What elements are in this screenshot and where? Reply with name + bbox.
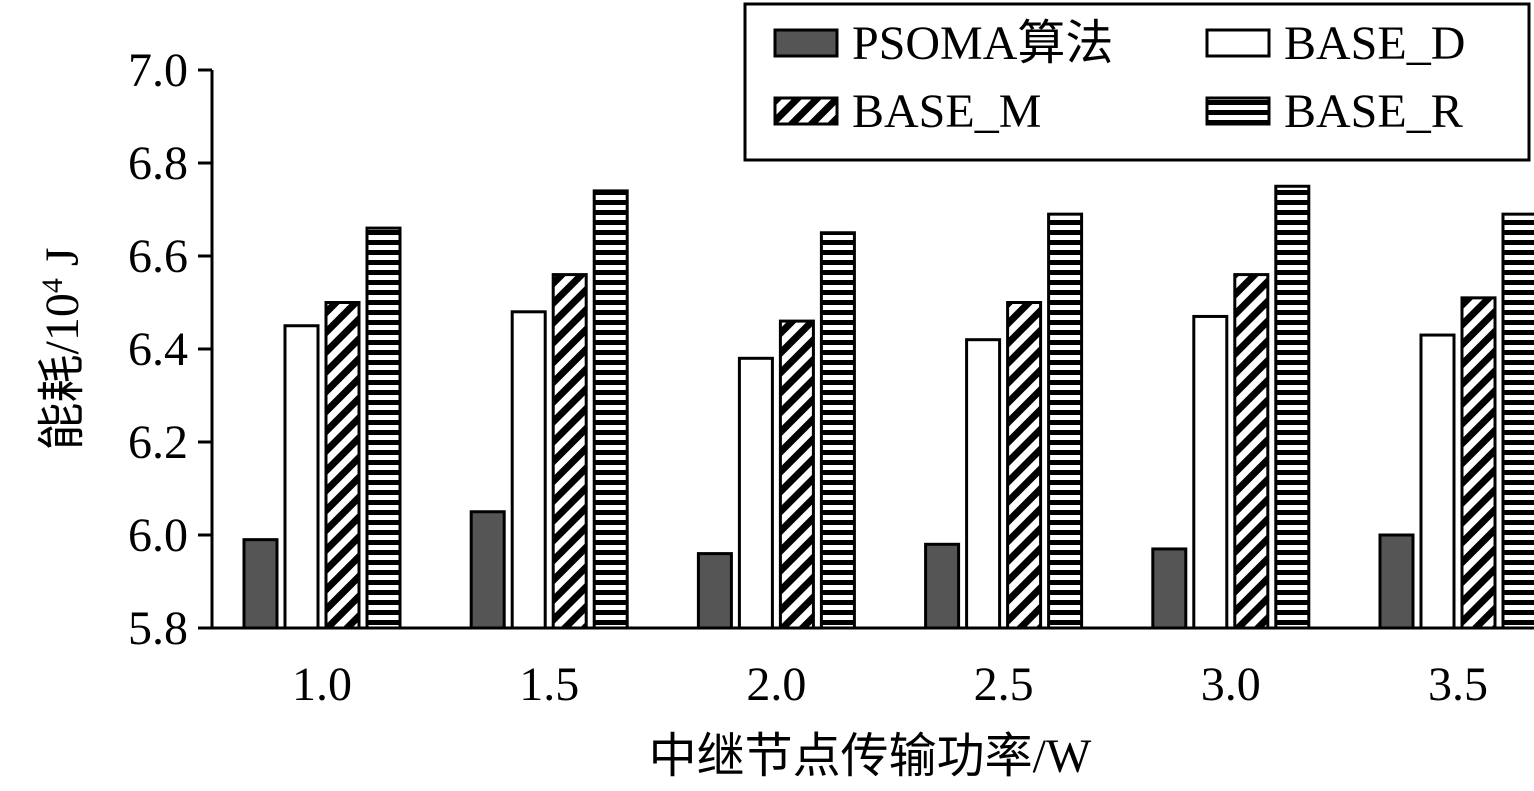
legend-swatch-2	[1205, 28, 1271, 58]
bar-3-2	[551, 273, 588, 630]
bar-3-1	[324, 301, 361, 630]
y-tick-label: 6.6	[128, 230, 188, 283]
bar-4-3	[819, 231, 856, 630]
x-tick-label: 2.5	[974, 658, 1034, 711]
x-tick-label: 1.5	[519, 658, 579, 711]
y-tick-label: 6.8	[128, 137, 188, 190]
x-tick-label: 2.0	[746, 658, 806, 711]
bar-1-1	[242, 538, 279, 630]
bar-series	[242, 184, 1534, 630]
bar-3-4	[1006, 301, 1043, 630]
y-axis-title-superscript: 4	[36, 278, 69, 293]
bar-3-5	[1233, 273, 1270, 630]
legend-label-3: BASE_M	[852, 85, 1041, 138]
y-tick-label: 7.0	[128, 44, 188, 97]
y-tick-label: 6.4	[128, 323, 188, 376]
legend-label-1: PSOMA算法	[852, 17, 1113, 70]
bar-4-5	[1274, 184, 1311, 630]
y-axis-title-unit: J	[36, 247, 89, 278]
bar-1-3	[696, 552, 733, 630]
x-tick-label: 3.5	[1428, 658, 1488, 711]
y-axis-title-main: 能耗/10	[36, 293, 89, 450]
bar-3-3	[778, 319, 815, 630]
y-tick-label: 6.2	[128, 416, 188, 469]
bar-1-4	[924, 542, 961, 630]
bar-4-1	[365, 226, 402, 630]
legend: PSOMA算法 BASE_D BASE_M BASE_R	[743, 2, 1531, 162]
bar-1-5	[1151, 547, 1188, 630]
legend-swatch-3	[773, 96, 839, 126]
bar-4-4	[1047, 212, 1084, 630]
legend-label-2: BASE_D	[1284, 17, 1465, 70]
bar-4-6	[1501, 212, 1534, 630]
bar-2-6	[1419, 333, 1456, 630]
bar-2-4	[965, 338, 1002, 630]
bar-1-2	[469, 510, 506, 630]
legend-swatch-1	[773, 28, 839, 58]
bar-2-3	[737, 356, 774, 630]
bar-2-1	[283, 324, 320, 630]
bar-2-2	[510, 310, 547, 630]
legend-box	[743, 2, 1531, 162]
bar-1-6	[1378, 533, 1415, 630]
x-axis-title: 中继节点传输功率/W	[649, 730, 1092, 783]
y-tick-label: 5.8	[128, 602, 188, 655]
bar-3-6	[1460, 296, 1497, 630]
x-axis-ticks: 1.0 1.5 2.0 2.5 3.0 3.5	[292, 658, 1488, 711]
y-axis-ticks: 5.8 6.0 6.2 6.4 6.6 6.8 7.0	[128, 44, 212, 655]
y-axis-title: 能耗/104 J	[36, 247, 90, 450]
bar-2-5	[1192, 314, 1229, 630]
x-tick-label: 1.0	[292, 658, 352, 711]
bar-4-2	[592, 189, 629, 630]
legend-label-4: BASE_R	[1284, 85, 1463, 138]
legend-swatch-4	[1205, 96, 1271, 126]
y-tick-label: 6.0	[128, 509, 188, 562]
x-tick-label: 3.0	[1201, 658, 1261, 711]
